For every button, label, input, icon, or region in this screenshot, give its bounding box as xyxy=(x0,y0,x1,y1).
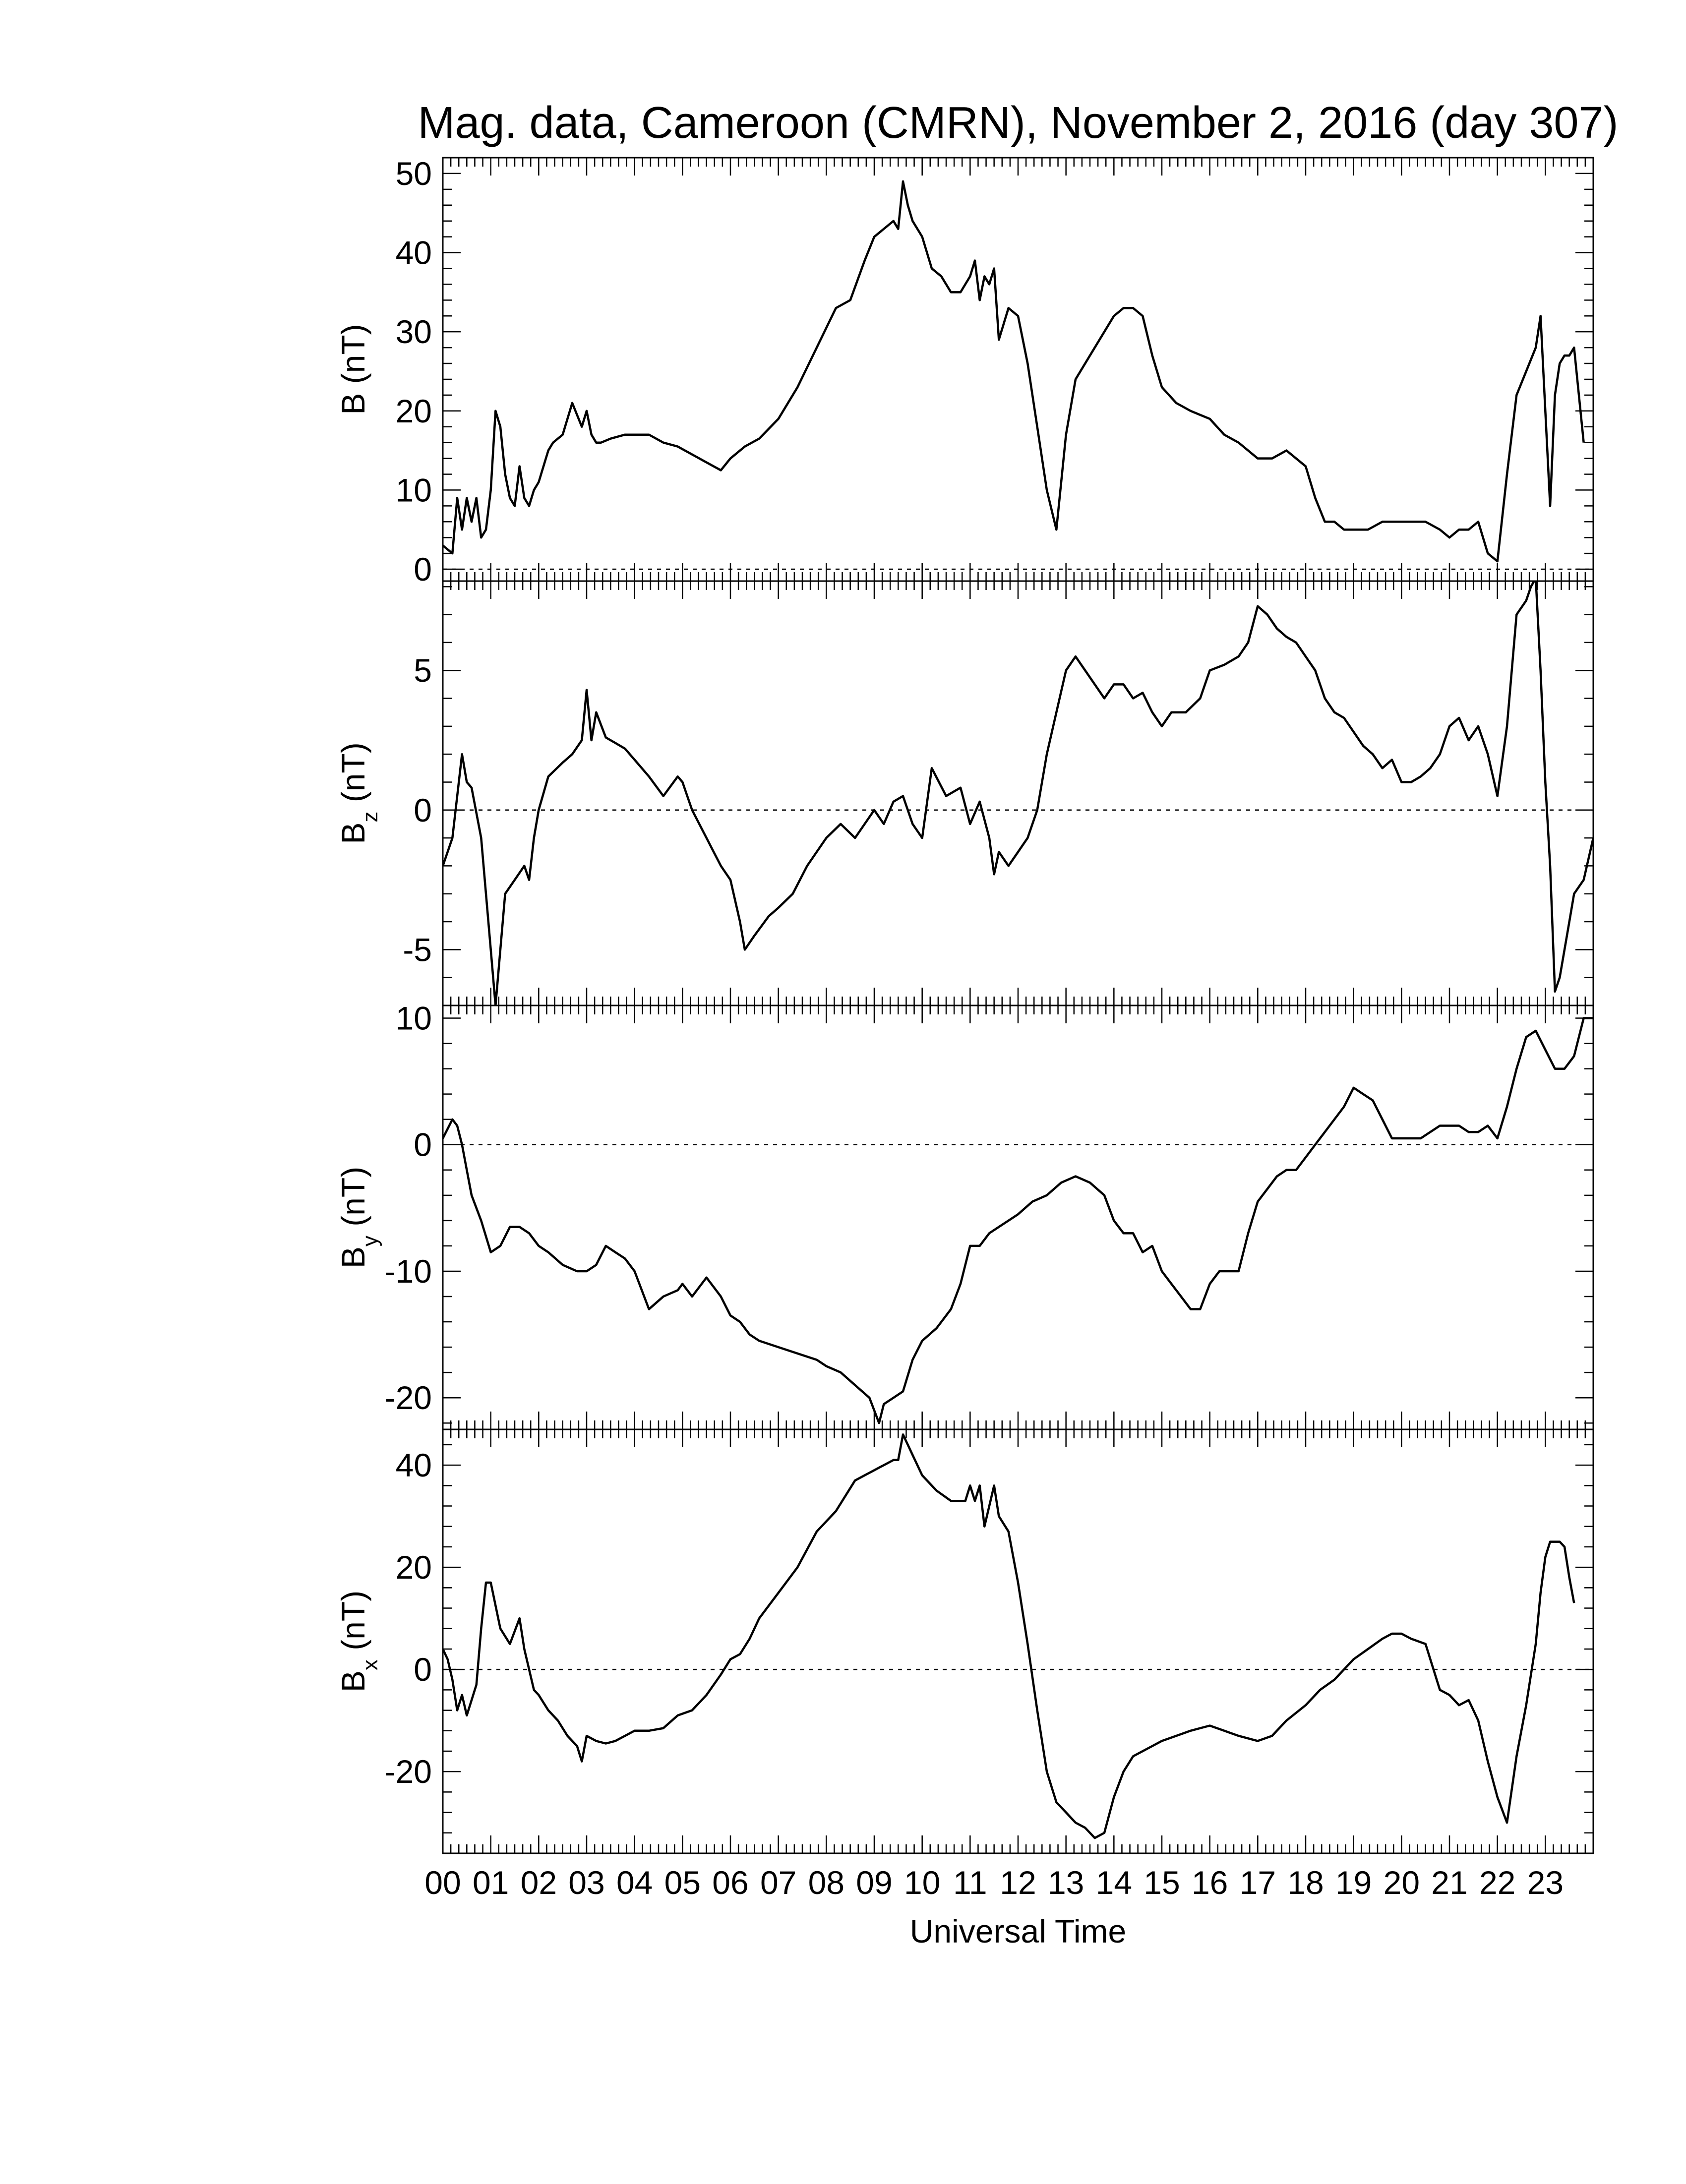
x-tick-label: 10 xyxy=(904,1864,940,1901)
y-tick-label: 50 xyxy=(396,155,432,192)
x-tick-label: 15 xyxy=(1144,1864,1180,1901)
x-tick-label: 01 xyxy=(473,1864,509,1901)
x-tick-label: 18 xyxy=(1287,1864,1324,1901)
x-tick-label: 13 xyxy=(1048,1864,1084,1901)
x-tick-label: 05 xyxy=(664,1864,701,1901)
y-tick-label: 0 xyxy=(414,1651,432,1688)
y-tick-label: 0 xyxy=(414,1126,432,1163)
series-line-B xyxy=(443,180,1585,563)
x-tick-label: 14 xyxy=(1096,1864,1132,1901)
x-tick-label: 04 xyxy=(616,1864,653,1901)
x-tick-label: 19 xyxy=(1335,1864,1372,1901)
y-tick-label: 40 xyxy=(396,1447,432,1483)
panel-frame xyxy=(442,157,1594,582)
x-tick-label: 02 xyxy=(521,1864,557,1901)
y-axis-label: Bz (nT) xyxy=(335,742,382,844)
x-axis-label: Universal Time xyxy=(910,1913,1126,1949)
panel-By: -20 -10 0 10 By (nT) xyxy=(335,1000,1594,1430)
y-axis-label: By (nT) xyxy=(335,1167,382,1268)
x-tick-label: 12 xyxy=(1000,1864,1036,1901)
y-tick-label: 30 xyxy=(396,313,432,350)
series-line-Bx xyxy=(443,1433,1575,1839)
y-tick-label: -10 xyxy=(385,1253,432,1290)
chart-title: Mag. data, Cameroon (CMRN), November 2, … xyxy=(418,98,1618,148)
x-tick-label: 08 xyxy=(808,1864,844,1901)
series-line-Bz xyxy=(443,581,1593,1005)
panel-frame xyxy=(442,1004,1594,1430)
series-line-By xyxy=(443,1017,1593,1424)
y-tick-label: 0 xyxy=(414,792,432,828)
x-tick-label: 06 xyxy=(712,1864,748,1901)
x-tick-label: 09 xyxy=(856,1864,892,1901)
x-tick-label: 16 xyxy=(1192,1864,1228,1901)
y-tick-label: 10 xyxy=(396,1000,432,1037)
x-tick-label: 20 xyxy=(1384,1864,1420,1901)
y-axis-label: Bx (nT) xyxy=(335,1591,382,1692)
x-tick-label: 23 xyxy=(1527,1864,1564,1901)
y-tick-label: 20 xyxy=(396,393,432,429)
panel-frame xyxy=(442,580,1594,1006)
y-tick-label: -20 xyxy=(385,1379,432,1416)
x-tick-label: 22 xyxy=(1479,1864,1515,1901)
y-tick-label: 0 xyxy=(414,551,432,588)
y-tick-label: -20 xyxy=(385,1753,432,1790)
x-tick-label: 03 xyxy=(568,1864,604,1901)
y-tick-label: 40 xyxy=(396,235,432,271)
x-tick-label: 00 xyxy=(424,1864,461,1901)
panel-Bx: -20 0 20 40 Bx (nT) 00 01 02 03 04 05 06 07 08 09 10 11 1… xyxy=(335,1428,1594,1901)
panel-Bz: -5 0 5 Bz (nT) xyxy=(335,580,1594,1006)
y-tick-label: 10 xyxy=(396,472,432,508)
x-tick-label: 11 xyxy=(953,1864,987,1901)
y-axis-label: B (nT) xyxy=(335,324,371,414)
x-tick-label: 21 xyxy=(1431,1864,1467,1901)
panel-B: 0 10 20 30 40 50 B (nT) xyxy=(335,155,1594,588)
y-tick-label: 5 xyxy=(414,652,432,689)
y-tick-label: -5 xyxy=(403,931,432,968)
y-tick-label: 20 xyxy=(396,1549,432,1586)
x-tick-label: 07 xyxy=(760,1864,796,1901)
x-tick-label: 17 xyxy=(1240,1864,1276,1901)
